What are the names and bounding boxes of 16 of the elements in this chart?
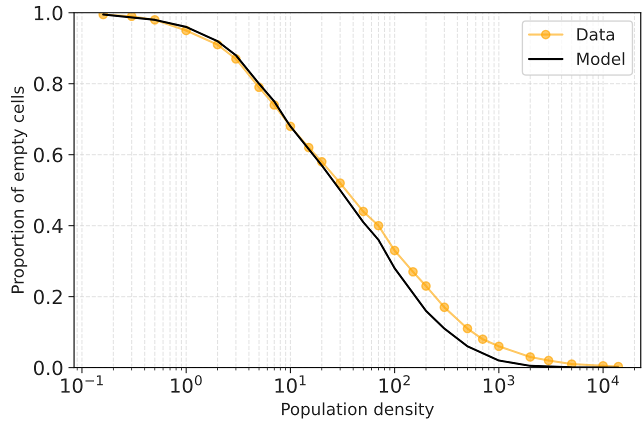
y-tick-label: 0.0 (34, 360, 62, 376)
x-tick-label: 10$^{1}$ (275, 375, 306, 393)
x-tick-label: 10$^{0}$ (171, 375, 202, 393)
x-tick-label: 10$^{3}$ (484, 375, 514, 393)
y-tick-label: 0.6 (34, 148, 62, 162)
y-tick-label: 0.8 (34, 76, 62, 92)
x-axis-title: Population density (282, 402, 434, 419)
x-tick-label: 10$^{4}$ (588, 375, 619, 393)
y-tick-label: 0.4 (34, 218, 63, 234)
legend-label: Model (577, 52, 624, 66)
y-tick-label: 0.2 (34, 290, 62, 304)
y-axis-title: Proportion of empty cells (11, 86, 28, 293)
x-tick-label: 10$^{−1}$ (61, 375, 103, 393)
legend-label: Data (577, 28, 614, 41)
y-tick-label: 1.0 (34, 6, 62, 20)
x-tick-label: 10$^{2}$ (380, 375, 410, 393)
